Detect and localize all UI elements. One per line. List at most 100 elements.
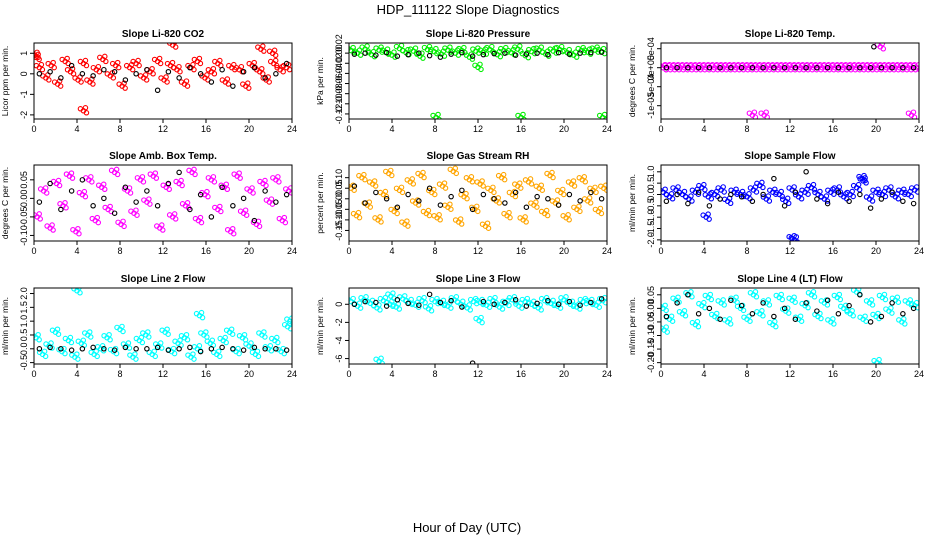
data-point [474,203,480,210]
data-point [383,168,389,175]
data-point [229,331,236,337]
x-tick-label: 0 [31,124,36,134]
data-point [125,340,132,346]
x-tick-label: 16 [516,124,526,134]
data-point [870,311,876,318]
data-point [479,319,485,326]
data-point [581,174,588,180]
data-point [720,184,726,190]
data-point [492,294,498,301]
data-point [171,211,178,217]
data-point [855,288,862,292]
data-point [563,294,569,300]
reference-point [545,51,551,58]
data-point [534,204,540,210]
data-point [701,299,707,306]
reference-point [706,64,713,71]
data-point [204,338,211,345]
reference-point [728,191,734,198]
data-point [447,166,454,173]
data-point [62,350,68,357]
x-tick-label: 12 [158,246,168,256]
data-point [794,239,800,241]
reference-point [803,169,809,175]
data-point [850,193,856,200]
data-point [230,230,237,237]
y-tick-label: 1 [19,51,29,56]
data-point [140,330,146,336]
reference-point [512,297,519,303]
data-point [404,177,411,183]
data-point [262,334,268,340]
data-point [478,66,484,73]
data-point [34,52,36,58]
reference-point [910,200,917,207]
data-point [393,185,400,192]
data-point [224,76,231,82]
reference-point [405,51,411,58]
data-point [143,77,150,83]
data-point [77,106,84,112]
data-point [447,44,453,50]
y-tick-label: -0.10 [334,94,344,115]
data-point [475,208,481,215]
data-point [210,174,217,180]
reference-point [90,73,96,79]
data-point [477,47,484,53]
data-point [217,57,223,64]
y-tick-label: -0.12 [334,104,344,125]
data-point [549,198,556,204]
data-point [497,53,504,60]
y-tick-label: 0.05 [646,286,656,304]
data-point [160,227,166,233]
data-point [661,303,663,309]
data-point [595,49,601,55]
y-tick-label: 2.0 [19,287,29,300]
data-point [726,316,733,322]
data-point [533,45,540,51]
data-point [95,182,102,188]
data-point [43,190,50,196]
y-tick-label: -4 [334,336,344,344]
data-point [480,183,486,189]
data-point [505,47,512,54]
data-point [226,62,232,69]
reference-point [545,297,551,304]
data-point [543,207,550,214]
data-point [255,44,261,50]
data-point [856,173,862,180]
data-point [734,189,741,196]
data-point [178,177,184,184]
data-point [728,295,734,301]
data-point [791,294,797,300]
data-point [877,361,883,364]
reference-point [230,83,236,89]
data-point [715,185,721,191]
figure-title: HDP_111122 Slope Diagnostics [377,2,560,17]
data-point [170,345,177,352]
reference-point [781,64,788,71]
data-point [57,201,63,207]
panel-title: Slope Li-820 Pressure [426,29,531,40]
data-point [855,181,862,188]
data-point [436,116,442,119]
data-point [436,181,443,187]
x-tick-label: 12 [158,124,168,134]
data-point [581,196,588,202]
data-point [908,185,915,191]
data-point [792,314,799,320]
reference-point [566,51,573,57]
data-point [55,177,62,184]
data-point [120,328,126,335]
reference-point [165,347,172,353]
reference-point [79,71,86,77]
data-point [539,187,546,193]
data-point [372,183,379,189]
data-point [555,187,561,194]
reference-point [803,300,809,306]
reference-point [208,79,215,85]
data-point [276,215,283,222]
data-point [799,187,805,193]
x-tick-label: 8 [744,369,749,379]
data-point [676,309,683,315]
